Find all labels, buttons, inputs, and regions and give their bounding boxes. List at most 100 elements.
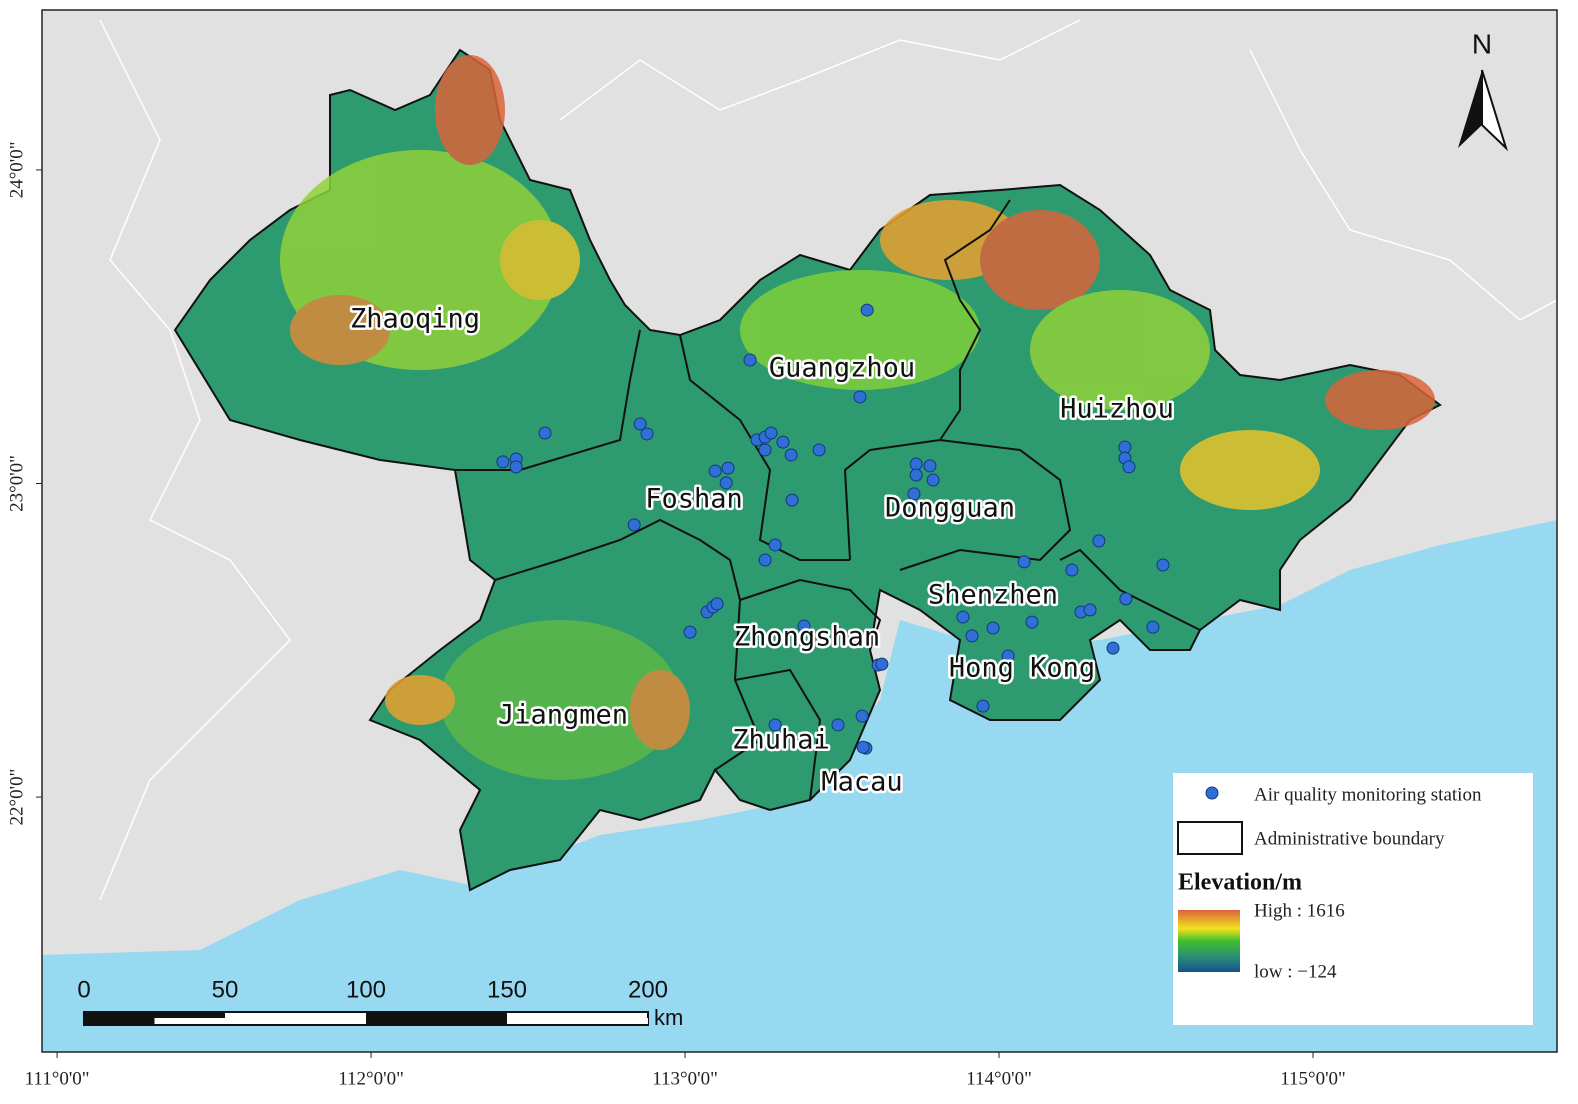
elevation-ramp xyxy=(1178,910,1240,972)
city-label: Guangzhou xyxy=(769,353,915,384)
station xyxy=(923,459,937,473)
province-line xyxy=(99,19,291,901)
elevation-low: low : −124 xyxy=(1254,961,1337,982)
station xyxy=(758,553,772,567)
legend-label: Air quality monitoring station xyxy=(1254,784,1482,805)
station xyxy=(976,699,990,713)
province-line xyxy=(1249,49,1557,321)
station xyxy=(784,448,798,462)
station xyxy=(926,473,940,487)
elevation-high: High : 1616 xyxy=(1254,900,1345,921)
basemap xyxy=(42,10,1557,1052)
station xyxy=(764,426,778,440)
elevation-shading xyxy=(280,55,1435,780)
station xyxy=(785,493,799,507)
station xyxy=(1146,620,1160,634)
city-label: Hong Kong xyxy=(949,653,1095,684)
station xyxy=(768,718,782,732)
map-frame xyxy=(41,9,1558,1053)
station xyxy=(909,457,923,471)
scale-segment xyxy=(366,1013,507,1024)
station xyxy=(831,718,845,732)
north-arrow: N xyxy=(1458,28,1509,152)
station xyxy=(1017,555,1031,569)
elevation-title: Elevation/m xyxy=(1178,870,1302,896)
station xyxy=(965,629,979,643)
station xyxy=(708,464,722,478)
station xyxy=(743,353,757,367)
scale-tick-label: 50 xyxy=(212,976,239,1003)
y-tick-label: 24°0'0" xyxy=(6,142,27,199)
legend: Administrative boundary Elevation/m High… xyxy=(1173,773,1533,1025)
station xyxy=(509,460,523,474)
city-label: Shenzhen xyxy=(928,580,1058,611)
city-label: Macau xyxy=(821,767,902,798)
station xyxy=(1025,615,1039,629)
station xyxy=(1156,558,1170,572)
station xyxy=(719,476,733,490)
station xyxy=(627,518,641,532)
station xyxy=(1092,534,1106,548)
north-label: N xyxy=(1472,28,1492,59)
city-label: Zhuhai xyxy=(732,725,830,756)
station xyxy=(855,709,869,723)
x-tick-label: 113°0'0" xyxy=(652,1068,718,1089)
station xyxy=(776,435,790,449)
boundary-symbol xyxy=(1177,821,1243,855)
x-tick-label: 115°0'0" xyxy=(1280,1068,1346,1089)
station xyxy=(797,619,811,633)
legend-station-symbol xyxy=(1205,786,1219,800)
scale-tick-label: 200 xyxy=(628,976,668,1003)
city-label: Dongguan xyxy=(885,493,1015,524)
station xyxy=(875,657,889,671)
x-tick-label: 114°0'0" xyxy=(966,1068,1032,1089)
scale-tick-label: 150 xyxy=(487,976,527,1003)
city-label: Huizhou xyxy=(1060,394,1174,425)
city-label: Zhongshan xyxy=(734,622,880,653)
station xyxy=(1118,440,1132,454)
station xyxy=(1083,603,1097,617)
station xyxy=(909,468,923,482)
scale-tick-label: 0 xyxy=(77,976,90,1003)
station xyxy=(721,461,735,475)
station xyxy=(986,621,1000,635)
station xyxy=(768,538,782,552)
y-tick-label: 22°0'0" xyxy=(6,769,27,826)
north-arrow-right xyxy=(1481,69,1509,152)
station xyxy=(1001,649,1015,663)
scale-tick-label: 100 xyxy=(346,976,386,1003)
station xyxy=(640,427,654,441)
station xyxy=(853,390,867,404)
station xyxy=(856,740,870,754)
city-label: Jiangmen xyxy=(498,700,628,731)
station xyxy=(1122,460,1136,474)
station xyxy=(956,610,970,624)
station xyxy=(496,455,510,469)
station xyxy=(907,487,921,501)
x-tick-label: 111°0'0" xyxy=(25,1068,90,1089)
legend-box xyxy=(1173,773,1533,1025)
station xyxy=(758,443,772,457)
legend-label: Administrative boundary xyxy=(1254,828,1445,849)
city-label: Zhaoqing xyxy=(350,304,480,335)
station xyxy=(683,625,697,639)
scale-unit: km xyxy=(654,1005,683,1030)
x-tick-label: 112°0'0" xyxy=(338,1068,404,1089)
scale-segment xyxy=(225,1018,366,1024)
province-line xyxy=(559,19,1081,121)
scale-segment xyxy=(507,1018,648,1024)
scale-segment xyxy=(154,1018,225,1024)
city-label: Foshan xyxy=(645,484,743,515)
station xyxy=(1106,641,1120,655)
station xyxy=(1065,563,1079,577)
admin-boundaries xyxy=(455,199,1201,801)
station xyxy=(538,426,552,440)
station xyxy=(710,597,724,611)
station xyxy=(860,303,874,317)
y-tick-label: 23°0'0" xyxy=(6,455,27,512)
station xyxy=(1119,592,1133,606)
north-arrow-left xyxy=(1458,70,1482,148)
station xyxy=(633,417,647,431)
station xyxy=(812,443,826,457)
